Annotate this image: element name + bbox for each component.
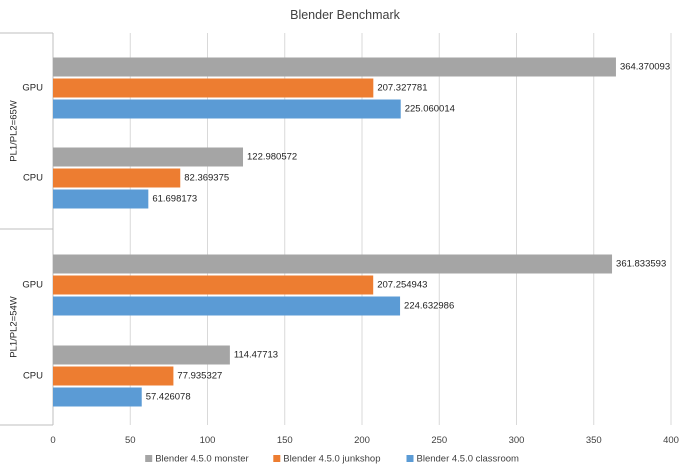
x-tick-label-200: 200 (354, 435, 370, 446)
group-label-1: PL1/PL2=54W (9, 296, 20, 358)
legend-label-1: Blender 4.5.0 junkshop (283, 454, 380, 465)
bar-1-0-2 (53, 296, 401, 316)
x-tick-label-150: 150 (277, 435, 293, 446)
legend-swatch-0 (145, 455, 153, 462)
value-labels: 364.370093 207.327781 225.060014 122.980572… (146, 62, 670, 403)
value-label-0-0-1: 207.327781 (377, 83, 427, 94)
x-tick-label-250: 250 (431, 435, 447, 446)
legend-label-2: Blender 4.5.0 classroom (417, 454, 520, 465)
legend-swatch-1 (273, 455, 281, 462)
category-label-0-0: GPU (22, 83, 43, 94)
legend: Blender 4.5.0 monster Blender 4.5.0 junks… (145, 454, 519, 465)
bar-0-1-1 (53, 168, 181, 188)
value-label-1-1-0: 114.47713 (234, 350, 278, 361)
value-label-0-1-0: 122.980572 (247, 152, 297, 163)
value-label-0-1-2: 61.698173 (152, 194, 197, 205)
bar-0-0-1 (53, 78, 374, 98)
bars (53, 57, 616, 407)
x-tick-label-0: 0 (50, 435, 55, 446)
category-label-1-0: GPU (22, 280, 43, 291)
chart-title: Blender Benchmark (290, 8, 401, 22)
bar-1-1-0 (53, 345, 230, 365)
x-axis-ticks: 0 50 100 150 200 250 300 350 400 (50, 435, 679, 446)
bar-0-1-2 (53, 189, 149, 209)
category-label-0-1: CPU (23, 173, 43, 184)
x-tick-label-100: 100 (200, 435, 216, 446)
value-label-1-1-2: 57.426078 (146, 392, 191, 403)
value-label-1-0-0: 361.833593 (616, 259, 666, 270)
x-tick-label-50: 50 (125, 435, 136, 446)
legend-swatch-2 (406, 455, 414, 462)
value-label-1-1-1: 77.935327 (177, 371, 222, 382)
x-tick-label-350: 350 (586, 435, 602, 446)
legend-label-0: Blender 4.5.0 monster (155, 454, 248, 465)
value-label-1-0-2: 224.632986 (404, 301, 454, 312)
value-label-0-0-2: 225.060014 (405, 104, 455, 115)
value-label-0-0-0: 364.370093 (620, 62, 670, 73)
bar-0-1-0 (53, 147, 244, 167)
bar-1-1-2 (53, 387, 142, 407)
bar-0-0-2 (53, 99, 401, 119)
bar-1-1-1 (53, 366, 174, 386)
group-label-0: PL1/PL2=65W (9, 100, 20, 162)
x-tick-label-300: 300 (509, 435, 525, 446)
category-label-1-1: CPU (23, 371, 43, 382)
bar-1-0-1 (53, 275, 374, 295)
bar-1-0-0 (53, 254, 613, 274)
bar-0-0-0 (53, 57, 616, 77)
gridlines (129, 33, 672, 425)
x-tick-label-400: 400 (663, 435, 679, 446)
value-label-0-1-1: 82.369375 (184, 173, 229, 184)
value-label-1-0-1: 207.254943 (377, 280, 427, 291)
